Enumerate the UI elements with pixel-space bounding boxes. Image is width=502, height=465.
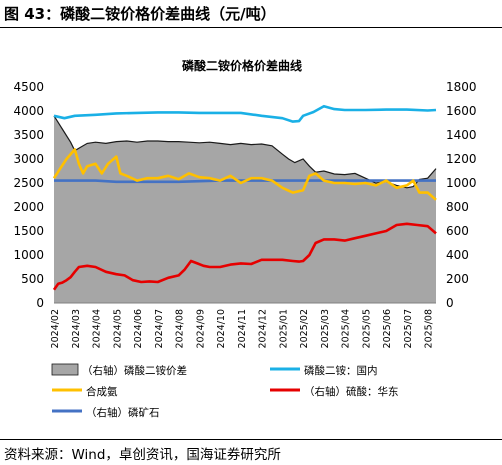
chart-title: 磷酸二铵价格价差曲线 <box>182 58 302 73</box>
x-tick-label: 2024/07 <box>154 309 165 348</box>
legend-swatch-spread <box>51 363 79 376</box>
right-tick-label: 0 <box>446 296 454 310</box>
legend: （右轴）磷酸二铵价差 磷酸二铵：国内 合成氨 （右轴）硫酸：华东 （右轴）磷矿石 <box>51 363 399 419</box>
legend-label-ammonia: 合成氨 <box>86 385 118 398</box>
x-tick-label: 2025/08 <box>424 309 435 348</box>
left-tick-label: 2500 <box>13 176 44 190</box>
sulfuric-acid-line <box>52 222 437 291</box>
right-tick-label: 1400 <box>446 128 477 142</box>
x-tick-label: 2025/06 <box>382 309 393 348</box>
right-tick-label: 1000 <box>446 176 477 190</box>
x-tick-label: 2024/06 <box>133 309 144 348</box>
phosphate-rock-line <box>54 179 436 184</box>
x-tick-label: 2025/07 <box>403 309 414 348</box>
title-rule <box>0 27 502 28</box>
plot-area <box>52 104 437 303</box>
x-tick-label: 2025/02 <box>299 309 310 348</box>
x-tick-label: 2025/01 <box>278 309 289 348</box>
left-tick-label: 3000 <box>13 152 44 166</box>
x-tick-label: 2025/04 <box>341 309 352 348</box>
x-tick-label: 2025/05 <box>361 309 372 348</box>
right-tick-label: 1600 <box>446 104 477 118</box>
x-tick-label: 2024/08 <box>175 309 186 348</box>
left-tick-label: 1000 <box>13 248 44 262</box>
x-tick-label: 2025/03 <box>320 309 331 348</box>
right-tick-label: 800 <box>446 200 469 214</box>
right-tick-label: 200 <box>446 272 469 286</box>
source-rule <box>0 439 502 440</box>
x-tick-label: 2024/02 <box>50 309 61 348</box>
right-tick-label: 400 <box>446 248 469 262</box>
x-tick-label: 2024/11 <box>237 309 248 348</box>
x-tick-label: 2024/10 <box>216 309 227 348</box>
right-tick-label: 1200 <box>446 152 477 166</box>
left-tick-label: 4500 <box>13 80 44 94</box>
right-axis: 0 200 400 600 800 1000 1200 1400 1600 1800 <box>446 80 477 310</box>
ammonia-line <box>52 148 437 201</box>
legend-label-rock: （右轴）磷矿石 <box>86 406 160 419</box>
x-tick-label: 2024/09 <box>195 309 206 348</box>
right-tick-label: 1800 <box>446 80 477 94</box>
legend-label-sulfuric: （右轴）硫酸：华东 <box>304 385 399 398</box>
chart: 磷酸二铵价格价差曲线 05001000150020002500300035004… <box>13 58 477 419</box>
source-note: 资料来源：Wind，卓创资讯，国海证券研究所 <box>4 447 281 463</box>
spread-area-fill <box>54 115 436 303</box>
spread-area-outline <box>53 115 437 189</box>
dap-domestic-line <box>53 104 437 123</box>
left-tick-label: 500 <box>21 272 44 286</box>
figure-title: 图 43：磷酸二铵价格价差曲线（元/吨） <box>4 5 276 23</box>
legend-label-spread: （右轴）磷酸二铵价差 <box>82 364 187 377</box>
left-tick-label: 0 <box>36 296 44 310</box>
legend-label-dap: 磷酸二铵：国内 <box>304 364 378 377</box>
x-tick-label: 2024/04 <box>92 309 103 348</box>
left-tick-label: 2000 <box>13 200 44 214</box>
x-axis: 2024/02 2024/03 2024/04 2024/05 2024/06 2024/… <box>50 302 436 348</box>
left-tick-label: 1500 <box>13 224 44 238</box>
x-tick-label: 2024/03 <box>71 309 82 348</box>
right-tick-label: 600 <box>446 224 469 238</box>
x-tick-label: 2024/05 <box>112 309 123 348</box>
left-axis: 0 500 1000 1500 2000 2500 3000 3500 4000 4500 <box>13 80 44 310</box>
left-tick-label: 4000 <box>13 104 44 118</box>
left-tick-label: 3500 <box>13 128 44 142</box>
x-tick-label: 2024/12 <box>258 309 269 348</box>
